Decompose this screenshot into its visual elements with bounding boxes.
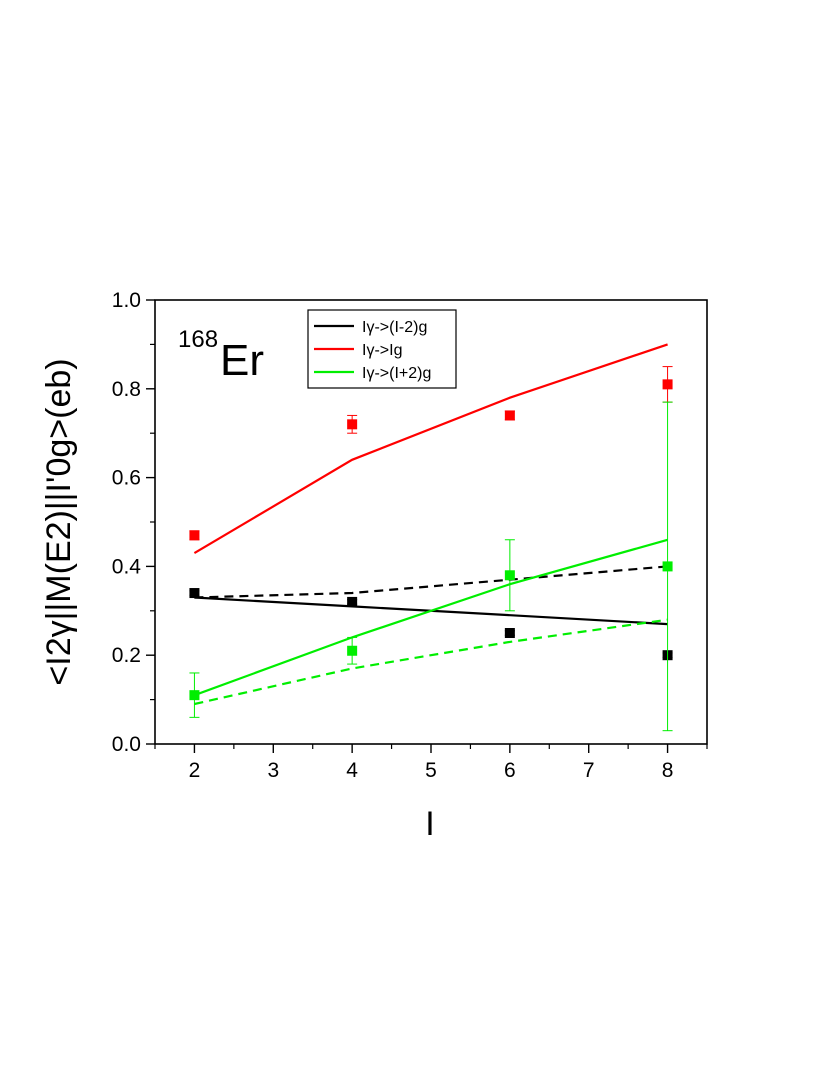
- data-point: [347, 419, 358, 430]
- series-line: [193, 343, 668, 555]
- series-dashed-line: [194, 565, 668, 599]
- legend-label: Iγ->(I-2)g: [362, 319, 427, 336]
- series-line: [194, 538, 668, 697]
- x-tick-label: 8: [662, 759, 674, 782]
- series-dashed-line: [194, 618, 668, 706]
- legend: Iγ->(I-2)g Iγ->Ig Iγ->(I+2)g: [307, 309, 457, 389]
- series-2: [189, 401, 673, 732]
- y-axis-title: <I2γ||M(E2)||I'0g>(eb): [40, 358, 78, 685]
- data-point: [189, 588, 200, 599]
- data-point: [189, 530, 200, 541]
- y-tick-label: 0.4: [112, 555, 142, 578]
- annotation-superscript: 168: [178, 326, 218, 353]
- data-point: [347, 596, 358, 607]
- y-tick-label: 0.8: [112, 378, 141, 401]
- element-annotation: 168 Er: [178, 326, 264, 385]
- series-1: [189, 343, 673, 555]
- legend-label: Iγ->Ig: [362, 342, 402, 359]
- y-tick-label: 0.0: [112, 733, 141, 756]
- series-layer: [189, 343, 673, 732]
- annotation-element: Er: [220, 336, 264, 385]
- data-point: [504, 410, 515, 421]
- legend-label: Iγ->(I+2)g: [362, 365, 431, 382]
- data-point: [347, 645, 358, 656]
- x-tick-label: 3: [267, 759, 279, 782]
- x-tick-label: 5: [425, 759, 437, 782]
- y-tick-label: 1.0: [112, 289, 141, 312]
- x-tick-label: 2: [189, 759, 201, 782]
- data-point: [189, 690, 200, 701]
- data-point: [504, 570, 515, 581]
- y-axis-ticks: 0.0 0.2 0.4 0.6 0.8 1.0: [112, 289, 155, 756]
- y-tick-label: 0.2: [112, 644, 141, 667]
- y-tick-label: 0.6: [112, 467, 141, 490]
- x-axis-ticks: 2 3 4 5 6 7 8: [154, 744, 708, 782]
- data-point: [662, 561, 673, 572]
- x-tick-label: 7: [583, 759, 595, 782]
- x-tick-label: 6: [504, 759, 516, 782]
- x-axis-title: I: [425, 805, 434, 843]
- x-tick-label: 4: [346, 759, 358, 782]
- data-point: [504, 628, 515, 638]
- data-point: [662, 379, 673, 390]
